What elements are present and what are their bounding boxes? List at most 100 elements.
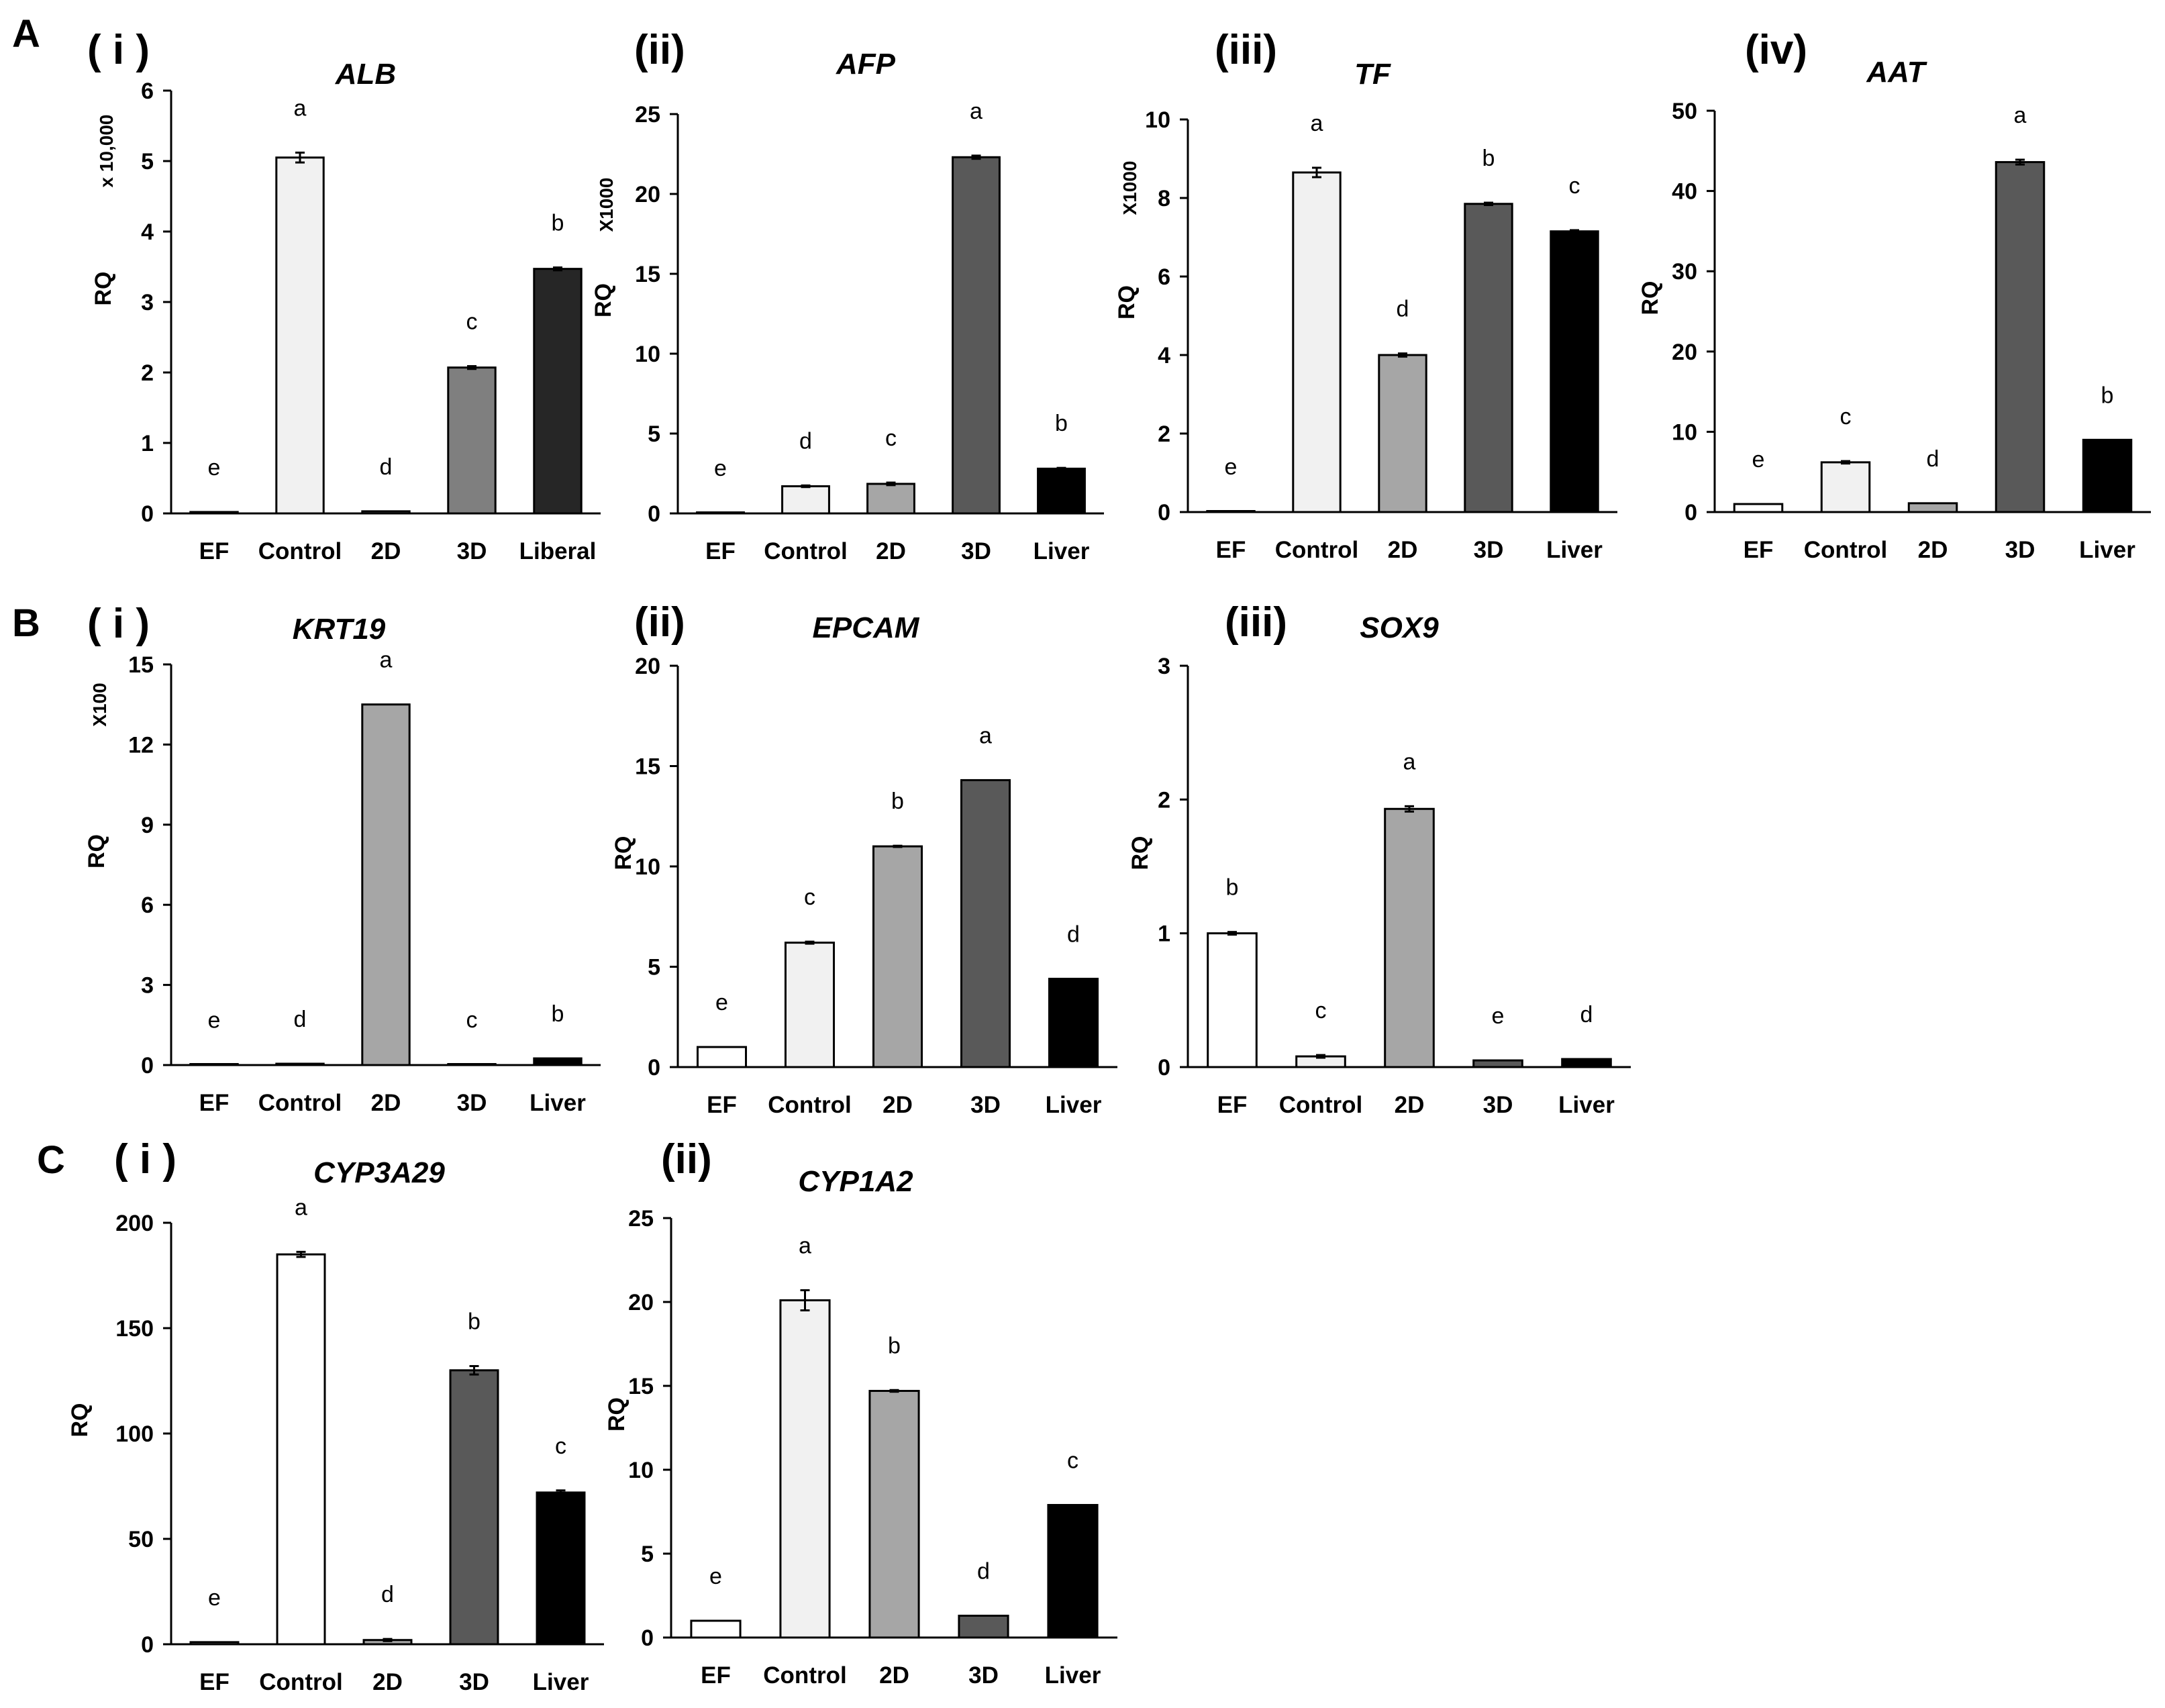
- bar: [696, 511, 745, 515]
- significance-letter: b: [888, 1333, 901, 1358]
- x-category-label: 2D: [1918, 537, 1948, 563]
- chart-roman-label: (ii): [634, 599, 685, 646]
- bar: [779, 1299, 831, 1639]
- y-tick-label: 25: [635, 102, 660, 128]
- y-tick-label: 0: [1158, 500, 1170, 525]
- significance-letter: b: [552, 211, 564, 236]
- bar: [447, 1063, 497, 1066]
- bar: [1047, 1504, 1099, 1639]
- significance-letter: c: [1840, 404, 1852, 430]
- significance-letter: a: [294, 95, 307, 121]
- y-axis-label: RQ: [1114, 285, 1140, 319]
- y-tick-label: 200: [115, 1211, 154, 1236]
- x-category-label: 3D: [970, 1092, 1001, 1118]
- chart-title: AAT: [1866, 56, 1927, 89]
- y-tick-label: 40: [1672, 179, 1697, 205]
- bar: [1561, 1058, 1612, 1068]
- chart-cyp3a29: ( i ) CYP3A29 RQ 0 50 100 150 200 e EF a Control d 2D…: [67, 1136, 604, 1695]
- bar: [1733, 503, 1784, 513]
- y-axis-label: RQ: [604, 1397, 630, 1431]
- significance-letter: d: [381, 1582, 394, 1607]
- bar: [276, 1253, 326, 1646]
- x-category-label: EF: [1744, 537, 1774, 563]
- chart-roman-label: (iii): [1225, 599, 1287, 646]
- error-bar: [1398, 352, 1407, 358]
- x-category-label: 3D: [459, 1669, 489, 1695]
- y-tick-label: 10: [635, 342, 660, 367]
- y-axis-label: RQ: [67, 1403, 93, 1438]
- x-category-label: Liver: [1546, 537, 1603, 563]
- significance-letter: d: [977, 1559, 990, 1585]
- x-category-label: Control: [1275, 537, 1358, 563]
- significance-letter: c: [804, 885, 815, 910]
- x-category-label: Control: [764, 538, 847, 564]
- bar: [866, 483, 915, 515]
- error-bar: [467, 365, 476, 370]
- bar: [189, 511, 239, 515]
- y-tick-label: 0: [648, 1055, 660, 1081]
- x-category-label: 3D: [457, 1090, 487, 1116]
- bar: [1048, 977, 1099, 1068]
- y-tick-label: 5: [648, 955, 660, 981]
- error-bar: [1484, 201, 1493, 207]
- error-bar: [801, 484, 811, 489]
- y-tick-label: 3: [141, 290, 154, 315]
- error-bar: [800, 1289, 810, 1311]
- y-tick-label: 0: [648, 501, 660, 527]
- y-axis-label: RQ: [1638, 281, 1663, 315]
- y-axis-label: RQ: [1127, 836, 1153, 870]
- error-bar: [1312, 166, 1321, 179]
- chart-sox9: (iii) SOX9 RQ 0 1 2 3 b EF c Control a 2D e 3D d Liver: [1127, 599, 1631, 1118]
- y-tick-label: 15: [635, 262, 660, 287]
- y-tick-label: 9: [141, 813, 154, 838]
- chart-title: ALB: [335, 58, 396, 91]
- x-category-label: 2D: [371, 538, 401, 564]
- bar: [1037, 467, 1086, 515]
- y-tick-label: 3: [1158, 654, 1170, 679]
- significance-letter: c: [466, 1007, 478, 1033]
- x-category-label: 2D: [371, 1090, 401, 1116]
- y-tick-label: 6: [1158, 264, 1170, 290]
- bar: [1820, 461, 1871, 513]
- y-tick-label: 10: [635, 854, 660, 880]
- significance-letter: a: [799, 1234, 811, 1259]
- x-category-label: Control: [1279, 1092, 1362, 1118]
- error-bar: [971, 154, 981, 160]
- x-category-label: Liver: [533, 1669, 589, 1695]
- x-category-label: 2D: [876, 538, 906, 564]
- bar: [449, 1369, 499, 1646]
- significance-letter: b: [2101, 383, 2114, 408]
- y-tick-label: 20: [635, 182, 660, 207]
- chart-krt19: ( i ) KRT19 RQ X100 0 3 6 9 12 15 e EF d Control a 2D c 3…: [84, 601, 601, 1116]
- x-category-label: 2D: [372, 1669, 403, 1695]
- error-bar: [1570, 229, 1579, 234]
- y-tick-label: 150: [115, 1316, 154, 1342]
- y-tick-label: 100: [115, 1421, 154, 1447]
- y-tick-label: 1: [1158, 921, 1170, 947]
- y-tick-label: 50: [1672, 99, 1697, 124]
- y-axis-label: RQ: [591, 283, 616, 317]
- y-tick-label: 10: [1672, 419, 1697, 445]
- significance-letter: e: [714, 456, 727, 481]
- x-category-label: 3D: [457, 538, 487, 564]
- x-category-label: Liberal: [519, 538, 597, 564]
- y-tick-label: 20: [1672, 340, 1697, 365]
- bar: [1207, 932, 1258, 1068]
- bar: [872, 845, 923, 1068]
- chart-cyp1a2: (ii) CYP1A2 RQ 0 5 10 15 20 25 e EF a Control b 2D d 3D c…: [604, 1136, 1117, 1689]
- y-tick-label: 10: [628, 1458, 654, 1483]
- chart-title: SOX9: [1360, 611, 1439, 644]
- error-bar: [1841, 460, 1850, 465]
- bar: [536, 1491, 586, 1646]
- y-tick-label: 5: [641, 1542, 654, 1567]
- y-tick-label: 6: [141, 79, 154, 104]
- y-axis-multiplier: X100: [89, 683, 110, 726]
- chart-roman-label: (ii): [661, 1136, 712, 1183]
- x-category-label: 3D: [1483, 1092, 1513, 1118]
- error-bar: [889, 1389, 899, 1393]
- significance-letter: c: [885, 425, 897, 451]
- bar: [1907, 502, 1958, 513]
- significance-letter: c: [555, 1434, 566, 1459]
- x-category-label: EF: [199, 1090, 230, 1116]
- significance-letter: b: [1055, 411, 1068, 436]
